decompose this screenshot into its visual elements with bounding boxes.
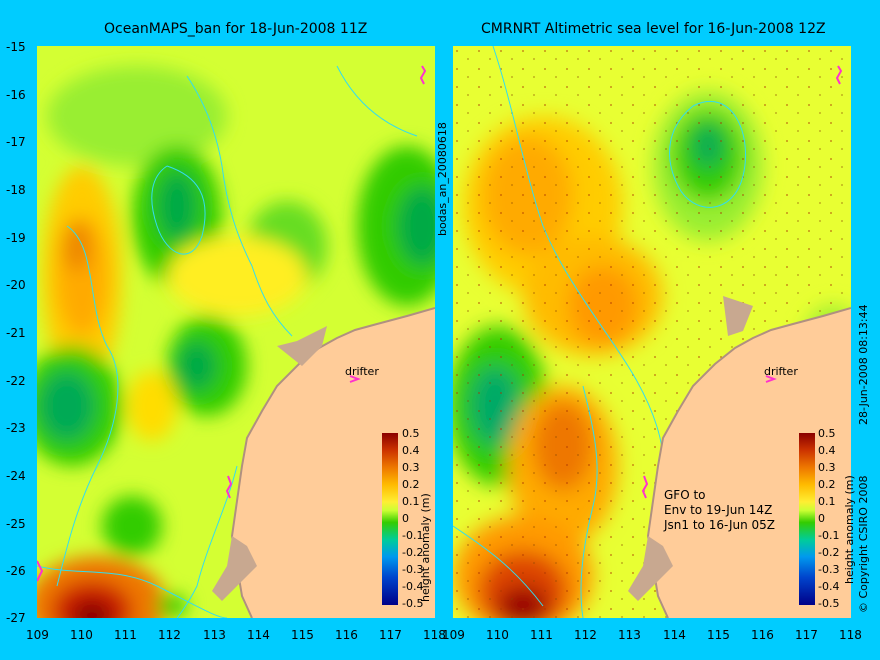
left-map-title: OceanMAPS_ban for 18-Jun-2008 11Z bbox=[104, 21, 368, 37]
lat-tick: -20 bbox=[6, 278, 26, 292]
colorbar-tick: -0.3 bbox=[818, 563, 840, 576]
lat-tick: -19 bbox=[6, 231, 26, 245]
left-map bbox=[37, 46, 435, 618]
colorbar-tick: -0.4 bbox=[402, 580, 424, 593]
colorbar-tick: -0.4 bbox=[818, 580, 840, 593]
right-map-title: CMRNRT Altimetric sea level for 16-Jun-2… bbox=[481, 21, 826, 37]
lat-tick: -15 bbox=[6, 40, 26, 54]
lon-tick: 117 bbox=[379, 628, 402, 642]
colorbar-tick: -0.5 bbox=[402, 597, 424, 610]
lat-tick: -24 bbox=[6, 469, 26, 483]
lon-tick: 117 bbox=[795, 628, 818, 642]
lon-tick: 118 bbox=[423, 628, 446, 642]
colorbar-tick: 0.1 bbox=[818, 495, 836, 508]
colorbar-tick: 0.4 bbox=[818, 444, 836, 457]
colorbar-tick: 0.1 bbox=[402, 495, 420, 508]
timestamp-label: 28-Jun-2008 08:13:44 bbox=[857, 304, 870, 425]
copyright-label: © Copyright CSIRO 2008 bbox=[857, 475, 870, 613]
lat-tick: -22 bbox=[6, 374, 26, 388]
right-map bbox=[453, 46, 851, 618]
colorbar-tick: 0.2 bbox=[402, 478, 420, 491]
lat-tick: -21 bbox=[6, 326, 26, 340]
lon-tick: 110 bbox=[486, 628, 509, 642]
lon-tick: 115 bbox=[291, 628, 314, 642]
colorbar-tick: -0.2 bbox=[818, 546, 840, 559]
colorbar-tick: 0.3 bbox=[818, 461, 836, 474]
left-drifter-label: drifter bbox=[345, 365, 379, 378]
colorbar-tick: 0.5 bbox=[818, 427, 836, 440]
lon-tick: 114 bbox=[247, 628, 270, 642]
lon-tick: 111 bbox=[530, 628, 553, 642]
colorbar-tick: -0.1 bbox=[818, 529, 840, 542]
lon-tick: 112 bbox=[158, 628, 181, 642]
left-colorbar-label: height anomaly (m) bbox=[419, 493, 432, 602]
lon-tick: 111 bbox=[114, 628, 137, 642]
lon-tick: 115 bbox=[707, 628, 730, 642]
colorbar-tick: 0 bbox=[818, 512, 825, 525]
lat-tick: -23 bbox=[6, 421, 26, 435]
lat-tick: -25 bbox=[6, 517, 26, 531]
lat-tick: -17 bbox=[6, 135, 26, 149]
colorbar-tick: -0.1 bbox=[402, 529, 424, 542]
lat-tick: -16 bbox=[6, 88, 26, 102]
lat-tick: -27 bbox=[6, 611, 26, 625]
colorbar-tick: -0.3 bbox=[402, 563, 424, 576]
colorbar-tick: 0 bbox=[402, 512, 409, 525]
colorbar-tick: -0.2 bbox=[402, 546, 424, 559]
colorbar-tick: 0.4 bbox=[402, 444, 420, 457]
colorbar-tick: 0.5 bbox=[402, 427, 420, 440]
left-map-field bbox=[37, 46, 435, 618]
colorbar-tick: -0.5 bbox=[818, 597, 840, 610]
lon-tick: 109 bbox=[442, 628, 465, 642]
lon-tick: 114 bbox=[663, 628, 686, 642]
left-colorbar bbox=[382, 433, 398, 605]
lon-tick: 113 bbox=[203, 628, 226, 642]
lat-tick: -18 bbox=[6, 183, 26, 197]
right-colorbar-label: height anomaly (m) bbox=[843, 475, 856, 584]
lon-tick: 113 bbox=[618, 628, 641, 642]
lon-tick: 118 bbox=[839, 628, 862, 642]
right-colorbar bbox=[799, 433, 815, 605]
lon-tick: 110 bbox=[70, 628, 93, 642]
lon-tick: 116 bbox=[335, 628, 358, 642]
right-map-field bbox=[453, 46, 851, 618]
altimeter-notes: GFO to Env to 19-Jun 14Z Jsn1 to 16-Jun … bbox=[664, 488, 776, 532]
lon-tick: 109 bbox=[26, 628, 49, 642]
lat-tick: -26 bbox=[6, 564, 26, 578]
lon-tick: 116 bbox=[751, 628, 774, 642]
lon-tick: 112 bbox=[574, 628, 597, 642]
colorbar-tick: 0.3 bbox=[402, 461, 420, 474]
analysis-id-label: bodas_an_20080618 bbox=[436, 122, 449, 236]
right-drifter-label: drifter bbox=[764, 365, 798, 378]
colorbar-tick: 0.2 bbox=[818, 478, 836, 491]
